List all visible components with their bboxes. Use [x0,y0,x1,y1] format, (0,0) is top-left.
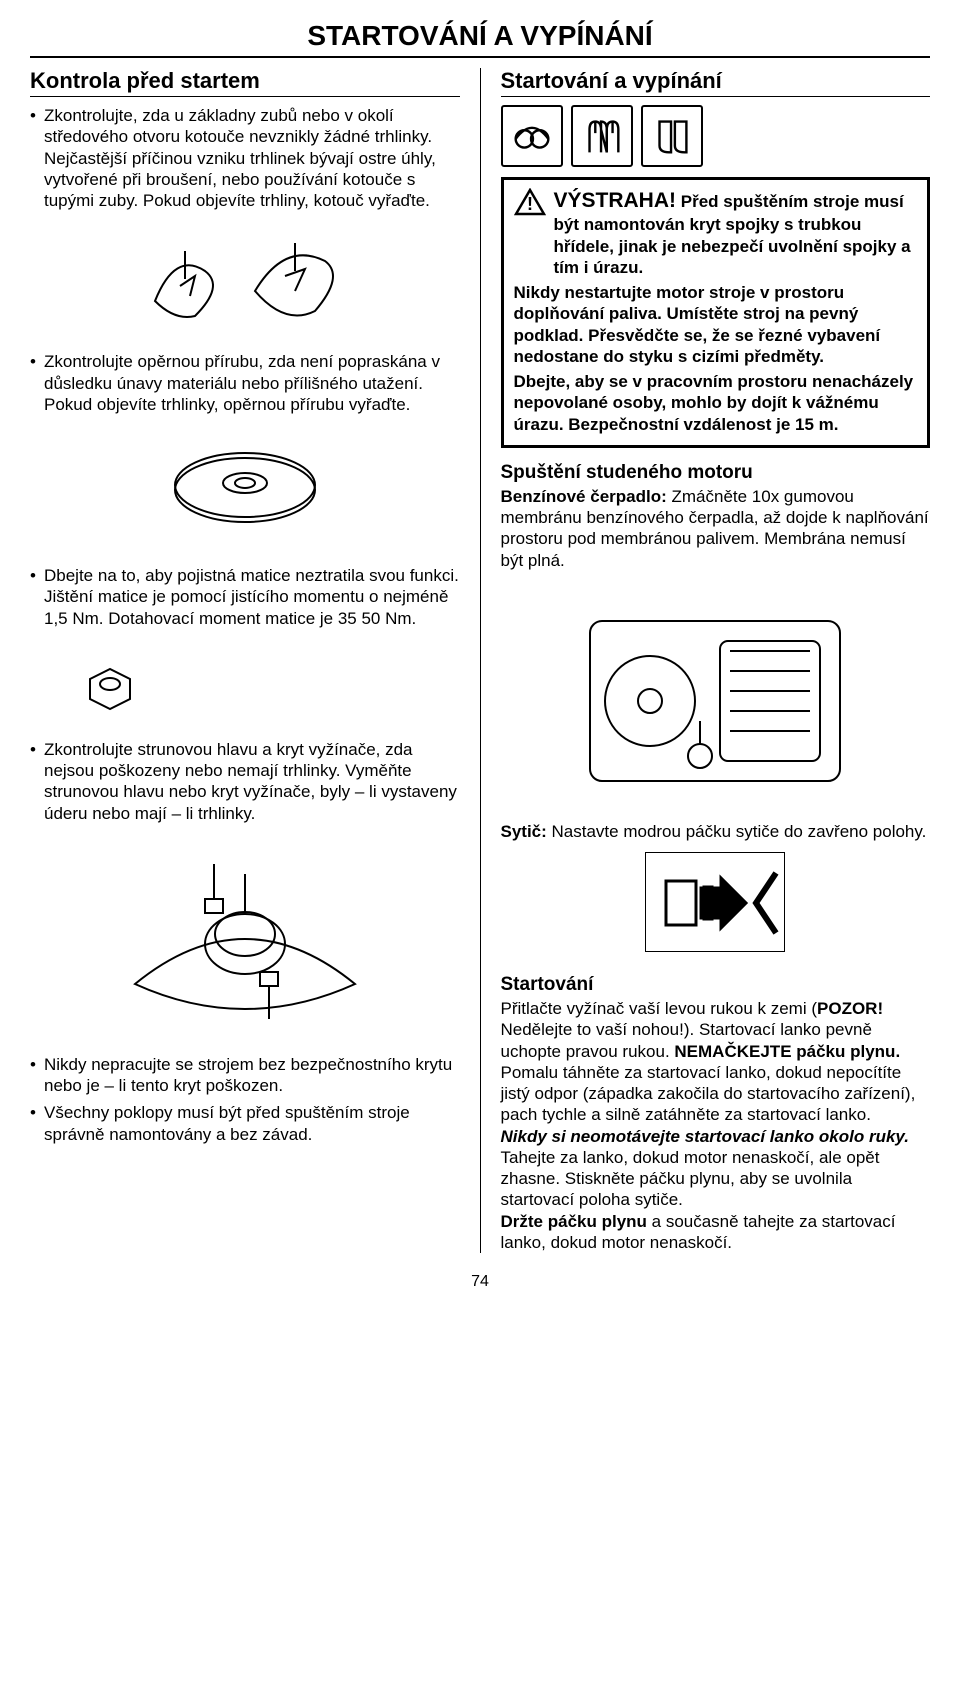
page-title: STARTOVÁNÍ A VYPÍNÁNÍ [30,20,930,58]
illustration-engine [550,581,880,811]
start-never-wrap: Nikdy si neomotávejte startovací lanko o… [501,1126,931,1147]
start-paragraph-1: Přitlačte vyžínač vaší levou rukou k zem… [501,998,931,1062]
heading-kontrola: Kontrola před startem [30,68,460,94]
choke-text: Sytič: Nastavte modrou páčku sytiče do z… [501,821,931,842]
bullet-list-1: Zkontrolujte, zda u základny zubů nebo v… [30,105,460,211]
gloves-icon [571,105,633,167]
start-paragraph-3: Tahejte za lanko, dokud motor nenaskočí,… [501,1147,931,1211]
cold-start-text: Benzínové čerpadlo: Zmáčněte 10x gumovou… [501,486,931,571]
warning-text-3: Dbejte, aby se v pracovním prostoru nena… [514,371,918,435]
bullet-item: Zkontrolujte opěrnou přírubu, zda není p… [30,351,460,415]
choke-body: Nastavte modrou páčku sytiče do zavřeno … [547,822,927,841]
safety-icons-row [501,105,931,167]
bullet-item: Zkontrolujte strunovou hlavu a kryt vyží… [30,739,460,824]
illustration-trimmer-head [105,834,385,1044]
right-column: Startování a vypínání ! VÝSTRAHA! Před s… [501,68,931,1253]
bullet-item: Nikdy nepracujte se strojem bez bezpečno… [30,1054,460,1097]
column-divider [480,68,481,1253]
illustration-choke [645,852,785,952]
warning-triangle-icon: ! [514,188,546,216]
heading-startovani: Startování a vypínání [501,68,931,94]
bullet-list-2: Zkontrolujte opěrnou přírubu, zda není p… [30,351,460,415]
bullet-list-4: Zkontrolujte strunovou hlavu a kryt vyží… [30,739,460,824]
heading-cold-start: Spuštění studeného motoru [501,462,931,484]
heading-startovani2: Startování [501,974,931,996]
warning-label: VÝSTRAHA! [554,189,677,212]
illustration-lock-nut [60,639,160,729]
svg-text:!: ! [527,194,533,214]
fuel-pump-label: Benzínové čerpadlo: [501,487,667,506]
two-column-layout: Kontrola před startem Zkontrolujte, zda … [30,68,930,1253]
goggles-icon [501,105,563,167]
bullet-item: Zkontrolujte, zda u základny zubů nebo v… [30,105,460,211]
bullet-list-5: Nikdy nepracujte se strojem bez bezpečno… [30,1054,460,1145]
warning-box: ! VÝSTRAHA! Před spuštěním stroje musí b… [501,177,931,448]
bullet-item: Dbejte na to, aby pojistná matice neztra… [30,565,460,629]
start-paragraph-4: Držte páčku plynu a současně tahejte za … [501,1211,931,1254]
bullet-item: Všechny poklopy musí být před spuštěním … [30,1102,460,1145]
page-number: 74 [30,1273,930,1291]
bullet-list-3: Dbejte na to, aby pojistná matice neztra… [30,565,460,629]
illustration-blade-cracks [135,221,355,341]
start-paragraph-2: Pomalu táhněte za startovací lanko, doku… [501,1062,931,1126]
boots-icon [641,105,703,167]
warning-text-2: Nikdy nestartujte motor stroje v prostor… [514,282,918,367]
divider [501,96,931,97]
choke-label: Sytič: [501,822,547,841]
divider [30,96,460,97]
illustration-flange-disc [155,425,335,555]
left-column: Kontrola před startem Zkontrolujte, zda … [30,68,460,1253]
